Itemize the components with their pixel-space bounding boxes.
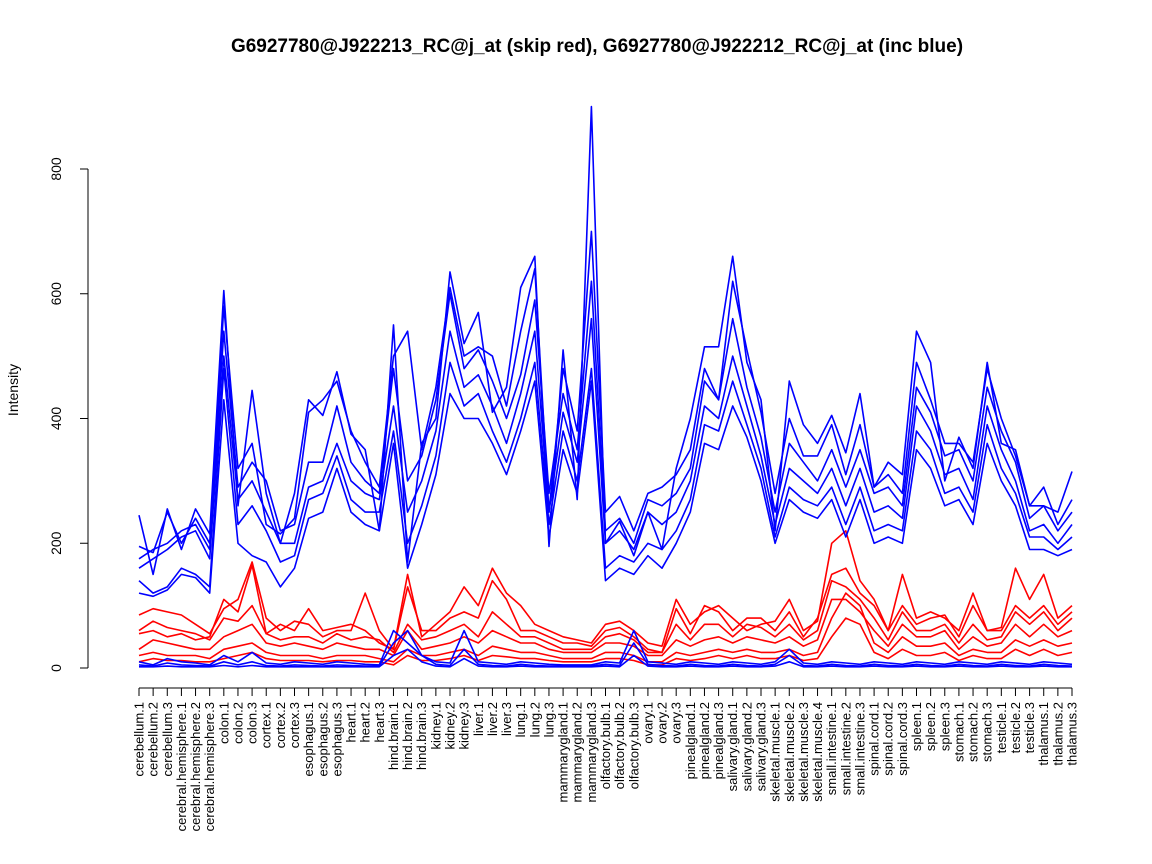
x-tick-label: skeletal.muscle.1	[768, 702, 783, 802]
x-tick-label: liver.1	[471, 702, 486, 736]
x-tick-label: pinealgland.1	[683, 702, 698, 779]
series-line-red-2	[138, 561, 1073, 654]
series-line-red-6	[138, 617, 1073, 666]
x-tick-label: ovary.3	[669, 702, 684, 744]
series-layer	[138, 105, 1073, 668]
x-tick-label: mammarygland.1	[556, 702, 571, 802]
x-tick-label: liver.2	[485, 702, 500, 736]
series-line-red-4	[138, 598, 1073, 657]
x-tick-label: hind.brain.2	[400, 702, 415, 770]
x-tick-label: stomach.3	[980, 702, 995, 762]
x-tick-label: spleen.1	[909, 702, 924, 751]
x-tick-label: colon.1	[216, 702, 231, 744]
x-tick-label: esophagus.1	[301, 702, 316, 776]
x-tick-label: spleen.2	[923, 702, 938, 751]
x-tick-label: spinal.cord.2	[881, 702, 896, 776]
x-tick-label: cerebral.hemisphere.1	[174, 702, 189, 831]
x-tick-label: mammarygland.3	[584, 702, 599, 802]
x-tick-label: salivary.gland.1	[725, 702, 740, 791]
x-tick-label: olfactory.bulb.2	[612, 702, 627, 789]
x-tick-label: lung.3	[541, 702, 556, 737]
x-tick-label: cerebellum.1	[132, 702, 147, 776]
x-tick-label: hind.brain.3	[414, 702, 429, 770]
y-tick-label: 400	[48, 407, 64, 431]
x-tick-label: testicle.1	[994, 702, 1009, 753]
x-tick-label: kidney.3	[457, 702, 472, 749]
series-line-red-1	[138, 529, 1073, 651]
series-line-blue-13	[138, 629, 1073, 666]
x-tick-label: colon.3	[245, 702, 260, 744]
x-tick-label: stomach.2	[966, 702, 981, 762]
y-tick-label: 200	[48, 531, 64, 555]
series-line-red-5	[138, 592, 1073, 663]
x-tick-label: olfactory.bulb.3	[626, 702, 641, 789]
series-line-blue-15	[139, 648, 1072, 668]
x-tick-label: cortex.1	[259, 702, 274, 748]
x-tick-label: spinal.cord.3	[895, 702, 910, 776]
x-tick-label: lung.2	[527, 702, 542, 737]
x-tick-label: esophagus.2	[315, 702, 330, 776]
x-tick-label: ovary.1	[640, 702, 655, 744]
x-tick-label: esophagus.3	[329, 702, 344, 776]
x-tick-label: pinealgland.2	[697, 702, 712, 779]
chart-title: G6927780@J922213_RC@j_at (skip red), G69…	[231, 36, 963, 57]
x-tick-label: mammarygland.2	[570, 702, 585, 802]
x-tick-label: small.intestine.3	[852, 702, 867, 795]
x-tick-label: kidney.2	[443, 702, 458, 749]
x-tick-label: cerebellum.3	[160, 702, 175, 776]
x-tick-label: testicle.3	[1022, 702, 1037, 753]
x-tick-label: skeletal.muscle.2	[782, 702, 797, 802]
x-tick-label: kidney.1	[428, 702, 443, 749]
x-tick-label: thalamus.1	[1036, 702, 1051, 766]
x-tick-label: testicle.2	[1008, 702, 1023, 753]
series-line-blue-8	[138, 230, 1073, 554]
x-tick-label: thalamus.3	[1065, 702, 1080, 766]
series-line-blue-10	[138, 317, 1073, 569]
y-tick-label: 600	[48, 282, 64, 306]
x-tick-label: ovary.2	[655, 702, 670, 744]
y-tick-label: 800	[48, 157, 64, 181]
x-tick-label: colon.2	[230, 702, 245, 744]
x-tick-label: cortex.2	[273, 702, 288, 748]
series-line-blue-14	[138, 629, 1073, 667]
x-tick-label: salivary.gland.2	[739, 702, 754, 791]
x-tick-label: pinealgland.3	[711, 702, 726, 779]
x-tick-label: cerebellum.2	[146, 702, 161, 776]
x-tick-label: olfactory.bulb.1	[598, 702, 613, 789]
series-line-blue-11	[138, 361, 1073, 594]
x-tick-label: spinal.cord.1	[867, 702, 882, 776]
x-tick-label: liver.3	[499, 702, 514, 736]
x-tick-label: heart.2	[358, 702, 373, 742]
x-tick-label: skeletal.muscle.4	[810, 702, 825, 802]
x-tick-label: stomach.1	[951, 702, 966, 762]
x-tick-label: cerebral.hemisphere.3	[202, 702, 217, 831]
x-tick-label: heart.1	[344, 702, 359, 742]
series-line-blue-9	[138, 280, 1073, 560]
y-axis: 0 200 400 600 800	[48, 157, 89, 672]
y-axis-label: Intensity	[5, 364, 21, 416]
x-tick-label: salivary.gland.3	[754, 702, 769, 791]
x-tick-label: small.intestine.2	[838, 702, 853, 795]
x-tick-label: skeletal.muscle.3	[796, 702, 811, 802]
y-tick-label: 0	[48, 664, 64, 672]
x-tick-label: thalamus.2	[1050, 702, 1065, 766]
x-tick-label: heart.3	[372, 702, 387, 742]
x-tick-label: hind.brain.1	[386, 702, 401, 770]
x-tick-label: cerebral.hemisphere.2	[188, 702, 203, 831]
x-tick-label: lung.1	[513, 702, 528, 737]
series-line-blue-12	[138, 380, 1073, 598]
x-tick-label: small.intestine.1	[824, 702, 839, 795]
x-axis: cerebellum.1 cerebellum.2 cerebellum.3 cere…	[132, 687, 1080, 831]
series-line-red-3	[138, 579, 1073, 654]
x-tick-label: spleen.3	[937, 702, 952, 751]
x-tick-label: cortex.3	[287, 702, 302, 748]
